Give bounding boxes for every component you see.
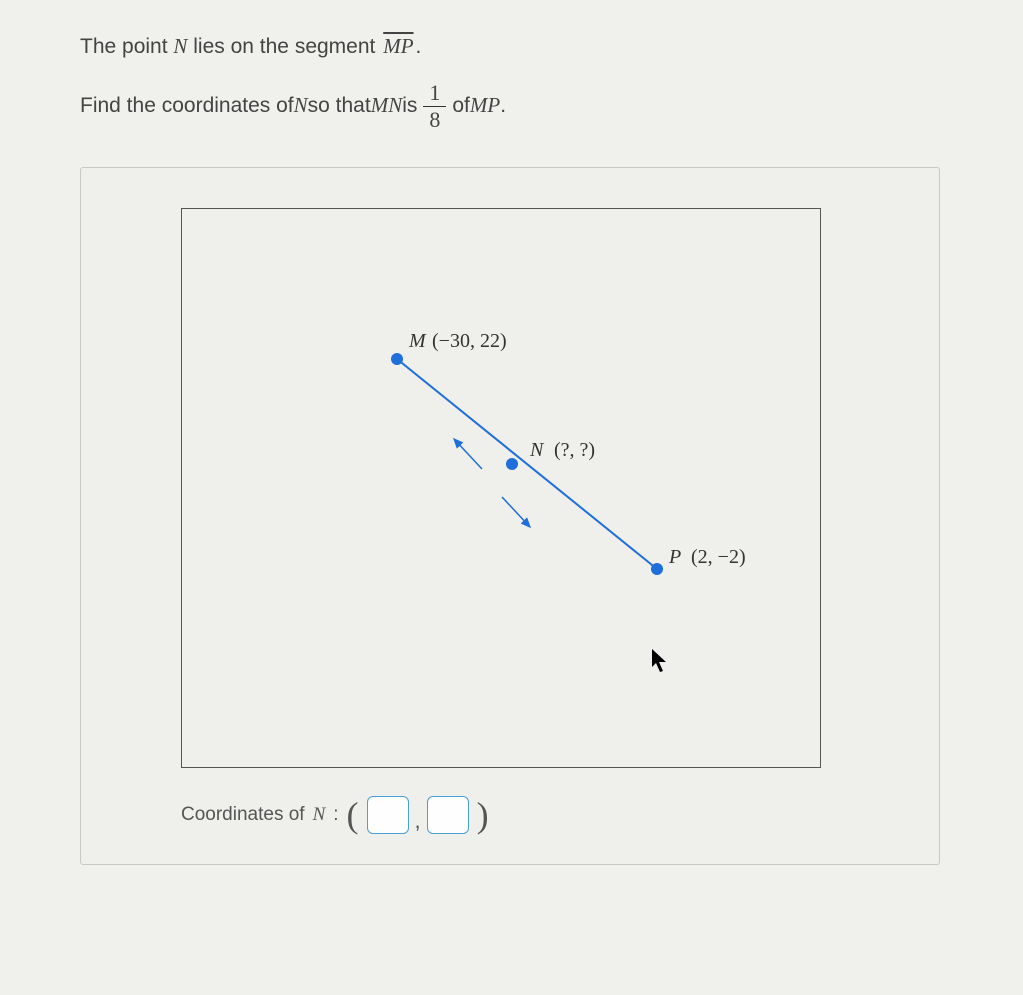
text: so that <box>308 89 371 123</box>
answer-row: Coordinates of N : ( , ) <box>181 796 909 834</box>
svg-text:(?, ?): (?, ?) <box>554 439 595 461</box>
statement-line-1: The point N lies on the segment MP. <box>80 30 963 64</box>
fraction: 1 8 <box>423 82 446 131</box>
svg-text:N: N <box>529 439 545 461</box>
svg-text:P: P <box>668 546 681 568</box>
var-N: N <box>173 34 187 58</box>
text: The point <box>80 35 173 58</box>
fraction-denominator: 8 <box>423 107 446 131</box>
diagram-box: M(−30, 22) N (?, ?) P (2, −2) <box>181 208 821 768</box>
coord-x-input[interactable] <box>367 796 409 834</box>
answer-label-post: : <box>333 804 338 826</box>
text: . <box>416 35 422 58</box>
var-MN: MN <box>371 89 403 123</box>
paren-close: ) <box>477 797 489 833</box>
text: is <box>402 89 417 123</box>
svg-text:(−30, 22): (−30, 22) <box>432 330 507 352</box>
problem-statement: The point N lies on the segment MP. Find… <box>80 30 963 131</box>
text: . <box>500 89 506 123</box>
var-MP: MP <box>470 89 500 123</box>
diagram-panel: M(−30, 22) N (?, ?) P (2, −2) Coordinates of… <box>80 167 940 865</box>
text: of <box>452 89 470 123</box>
answer-label-pre: Coordinates of <box>181 804 305 826</box>
text: Find the coordinates of <box>80 89 294 123</box>
var-N: N <box>294 89 308 123</box>
segment-MP: MP <box>381 34 415 58</box>
coord-y-input[interactable] <box>427 796 469 834</box>
text: lies on the segment <box>187 35 381 58</box>
statement-line-2: Find the coordinates of N so that MN is … <box>80 82 963 131</box>
answer-label-var: N <box>313 804 326 826</box>
svg-text:M: M <box>408 330 427 352</box>
fraction-numerator: 1 <box>423 82 446 107</box>
diagram-svg: M(−30, 22) N (?, ?) P (2, −2) <box>182 209 822 769</box>
comma: , <box>415 808 421 834</box>
svg-text:(2, −2): (2, −2) <box>691 546 746 568</box>
paren-open: ( <box>347 797 359 833</box>
problem-page: The point N lies on the segment MP. Find… <box>0 0 1023 995</box>
